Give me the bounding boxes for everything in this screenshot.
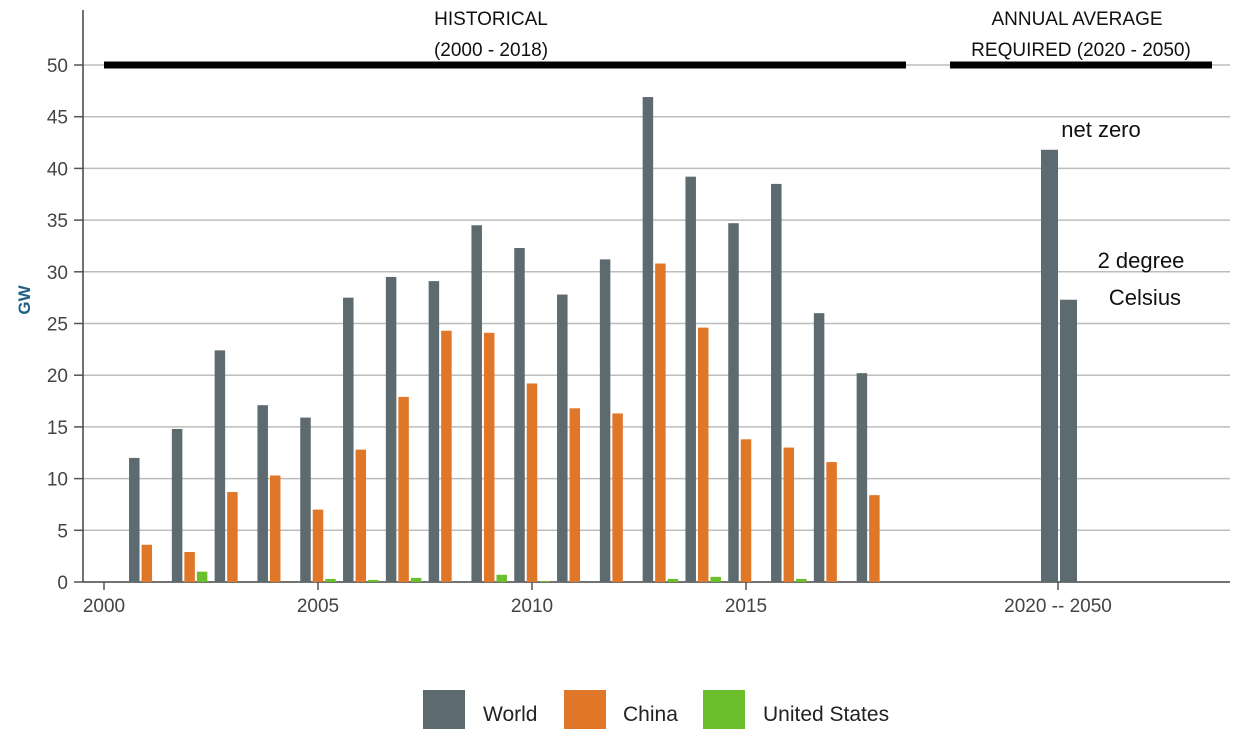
two-degree-annotation-line2: Celsius — [1109, 285, 1181, 310]
bar-world — [343, 297, 354, 582]
legend-label-china: China — [623, 703, 678, 726]
bar-united-states — [496, 574, 507, 582]
legend-swatch-china — [564, 690, 606, 729]
bar-china — [141, 544, 153, 582]
bar-china — [312, 509, 324, 582]
bar-united-states — [667, 578, 679, 582]
x-tick-label: 2000 — [83, 596, 125, 617]
bar-world — [771, 183, 782, 582]
bar-united-states — [368, 579, 379, 582]
bar-china — [740, 439, 752, 582]
bar-world — [385, 276, 397, 582]
historical-label-line2: (2000 - 2018) — [434, 40, 548, 61]
bar-china — [783, 447, 795, 582]
legend: World China United States — [423, 690, 889, 729]
bar-world — [728, 223, 739, 582]
bar-world — [214, 350, 226, 582]
bar-china — [826, 462, 837, 582]
two-degree-annotation-line1: 2 degree — [1098, 248, 1185, 273]
x-tick-label: 2020 -- 2050 — [1004, 596, 1112, 617]
y-axis-label: GW — [15, 284, 34, 314]
x-tick-label: 2015 — [725, 596, 767, 617]
y-axis-ticks: 0 5 10 15 20 25 30 35 40 45 50 — [47, 56, 83, 594]
bar-world — [514, 248, 525, 582]
y-tick-label: 50 — [47, 56, 68, 77]
bar-world — [257, 405, 268, 582]
bar-world — [813, 313, 825, 582]
bar-united-states — [710, 576, 721, 582]
bar-china — [869, 495, 880, 582]
y-tick-label: 30 — [47, 263, 68, 284]
bar-world — [171, 428, 183, 582]
bar-required-two-degree — [1060, 299, 1077, 582]
bar-united-states — [539, 580, 550, 582]
bar-china — [355, 449, 367, 582]
bar-world — [428, 281, 440, 582]
bar-united-states — [325, 578, 336, 582]
required-label-line1: ANNUAL AVERAGE — [991, 9, 1162, 30]
y-tick-label: 35 — [47, 211, 68, 232]
bar-world — [856, 373, 868, 582]
legend-label-united-states: United States — [763, 703, 889, 726]
bar-china — [398, 396, 409, 582]
bar-china — [569, 408, 581, 582]
bar-world — [471, 225, 482, 582]
y-tick-label: 25 — [47, 315, 68, 336]
bar-china — [526, 383, 538, 582]
x-tick-label: 2005 — [297, 596, 339, 617]
y-tick-label: 15 — [47, 418, 68, 439]
bar-china — [269, 475, 281, 582]
bar-world — [599, 259, 611, 582]
bar-china — [441, 330, 452, 582]
bar-china — [184, 552, 195, 582]
legend-swatch-united-states — [703, 690, 745, 729]
historical-label-line1: HISTORICAL — [434, 9, 548, 30]
y-tick-label: 10 — [47, 470, 68, 491]
x-axis: 2000 2005 2010 2015 2020 -- 2050 — [82, 10, 1230, 617]
bar-world — [557, 294, 568, 582]
bar-china — [612, 413, 623, 582]
bar-united-states — [196, 571, 208, 582]
legend-swatch-world — [423, 690, 465, 729]
legend-label-world: World — [483, 703, 537, 726]
bar-united-states — [410, 577, 422, 582]
y-tick-label: 0 — [57, 573, 68, 594]
bar-world — [129, 457, 140, 582]
bar-china — [227, 492, 238, 582]
bar-china — [655, 263, 666, 582]
bar-china — [483, 332, 495, 582]
y-tick-label: 20 — [47, 366, 68, 387]
required-label-line2: REQUIRED (2020 - 2050) — [971, 40, 1191, 61]
bars — [129, 97, 1077, 582]
net-zero-annotation: net zero — [1061, 117, 1141, 142]
bar-world — [685, 176, 696, 582]
y-tick-label: 5 — [57, 521, 68, 542]
x-tick-label: 2010 — [511, 596, 553, 617]
y-tick-label: 40 — [47, 159, 68, 180]
bar-china — [697, 327, 709, 582]
bar-required-net-zero — [1041, 149, 1058, 582]
bar-world — [642, 97, 654, 582]
bar-united-states — [796, 578, 807, 582]
y-tick-label: 45 — [47, 108, 68, 129]
bar-world — [300, 417, 311, 582]
